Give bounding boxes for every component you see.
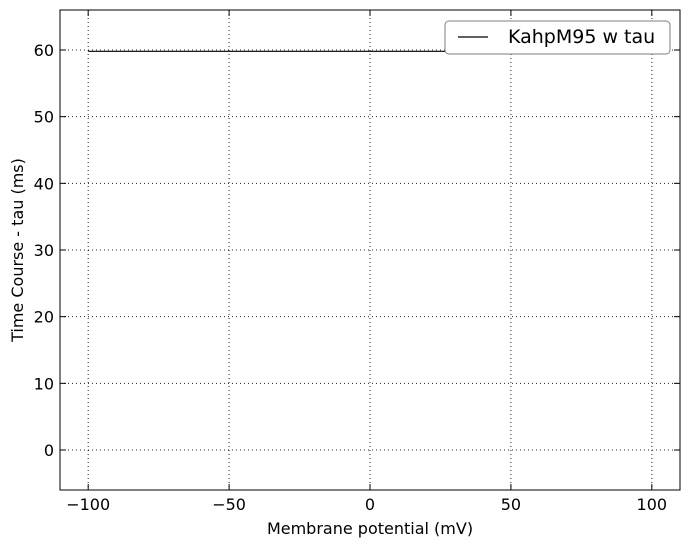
- y-tick-label: 40: [34, 174, 54, 193]
- x-tick-label: 0: [365, 495, 375, 514]
- x-tick-label: 100: [637, 495, 668, 514]
- x-axis-label: Membrane potential (mV): [267, 519, 473, 538]
- legend-label: KahpM95 w tau: [508, 26, 655, 48]
- y-tick-label: 30: [34, 241, 54, 260]
- y-axis-label: Time Course - tau (ms): [8, 158, 27, 343]
- legend: KahpM95 w tau: [444, 20, 671, 55]
- legend-box: [444, 20, 671, 55]
- x-tick-label: 50: [501, 495, 521, 514]
- y-tick-label: 50: [34, 108, 54, 127]
- axis-ticks: −100 −50 0 50 100 0 10 20 30 40 50 60: [34, 10, 680, 514]
- y-tick-label: 0: [44, 441, 54, 460]
- y-tick-label: 60: [34, 41, 54, 60]
- y-tick-label: 20: [34, 308, 54, 327]
- grid: [60, 10, 680, 490]
- x-tick-label: −50: [212, 495, 246, 514]
- x-tick-label: −100: [66, 495, 110, 514]
- y-tick-label: 10: [34, 374, 54, 393]
